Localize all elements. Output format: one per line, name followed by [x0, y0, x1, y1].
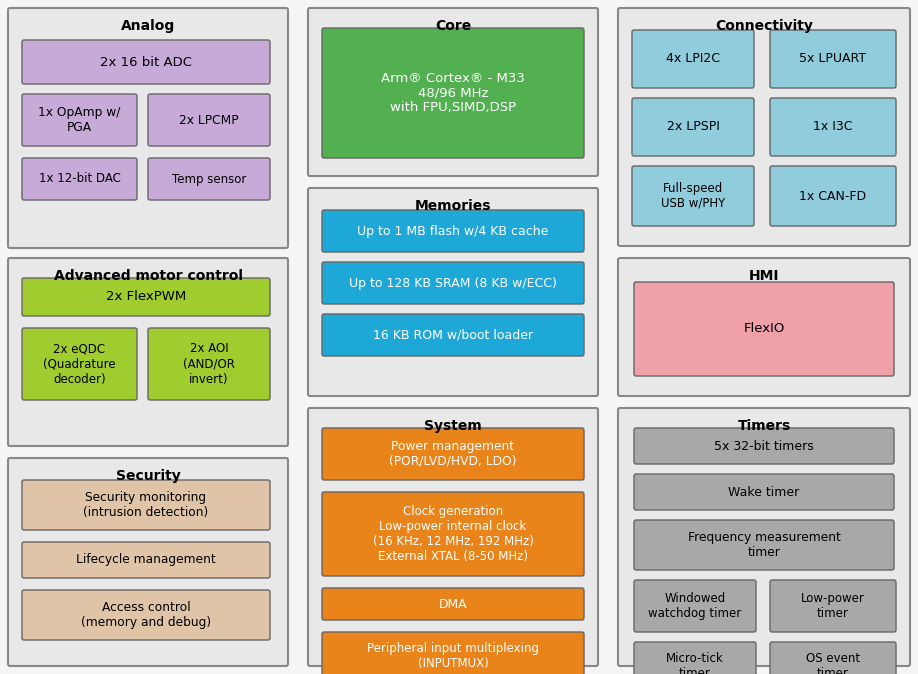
FancyBboxPatch shape — [634, 520, 894, 570]
Text: Full-speed
USB w/PHY: Full-speed USB w/PHY — [661, 182, 725, 210]
Text: System: System — [424, 419, 482, 433]
Text: Timers: Timers — [737, 419, 790, 433]
Text: OS event
timer: OS event timer — [806, 652, 860, 674]
FancyBboxPatch shape — [770, 642, 896, 674]
FancyBboxPatch shape — [22, 278, 270, 316]
Text: Low-power
timer: Low-power timer — [801, 592, 865, 620]
Text: 2x eQDC
(Quadrature
decoder): 2x eQDC (Quadrature decoder) — [43, 342, 116, 386]
FancyBboxPatch shape — [308, 8, 598, 176]
Text: 2x FlexPWM: 2x FlexPWM — [106, 290, 186, 303]
Text: Arm® Cortex® - M33
48/96 MHz
with FPU,SIMD,DSP: Arm® Cortex® - M33 48/96 MHz with FPU,SI… — [381, 71, 525, 115]
Text: Frequency measurement
timer: Frequency measurement timer — [688, 531, 841, 559]
FancyBboxPatch shape — [22, 542, 270, 578]
FancyBboxPatch shape — [148, 328, 270, 400]
Text: 5x 32-bit timers: 5x 32-bit timers — [714, 439, 814, 452]
Text: Security: Security — [116, 469, 180, 483]
Text: DMA: DMA — [439, 597, 467, 611]
Text: 2x LPCMP: 2x LPCMP — [179, 113, 239, 127]
Text: Windowed
watchdog timer: Windowed watchdog timer — [648, 592, 742, 620]
FancyBboxPatch shape — [632, 166, 754, 226]
Text: Up to 128 KB SRAM (8 KB w/ECC): Up to 128 KB SRAM (8 KB w/ECC) — [349, 276, 557, 290]
FancyBboxPatch shape — [770, 166, 896, 226]
Text: Connectivity: Connectivity — [715, 19, 813, 33]
FancyBboxPatch shape — [22, 480, 270, 530]
FancyBboxPatch shape — [308, 408, 598, 666]
FancyBboxPatch shape — [322, 210, 584, 252]
Text: Up to 1 MB flash w/4 KB cache: Up to 1 MB flash w/4 KB cache — [357, 224, 549, 237]
FancyBboxPatch shape — [322, 314, 584, 356]
Text: 1x OpAmp w/
PGA: 1x OpAmp w/ PGA — [39, 106, 120, 134]
Text: FlexIO: FlexIO — [744, 322, 785, 336]
FancyBboxPatch shape — [634, 580, 756, 632]
FancyBboxPatch shape — [322, 28, 584, 158]
Text: Access control
(memory and debug): Access control (memory and debug) — [81, 601, 211, 629]
FancyBboxPatch shape — [618, 408, 910, 666]
Text: Temp sensor: Temp sensor — [172, 173, 246, 185]
Text: 2x 16 bit ADC: 2x 16 bit ADC — [100, 55, 192, 69]
Text: 2x AOI
(AND/OR
invert): 2x AOI (AND/OR invert) — [183, 342, 235, 386]
FancyBboxPatch shape — [634, 474, 894, 510]
Text: Micro-tick
timer: Micro-tick timer — [666, 652, 724, 674]
FancyBboxPatch shape — [770, 30, 896, 88]
Text: Advanced motor control: Advanced motor control — [53, 269, 242, 283]
Text: HMI: HMI — [749, 269, 779, 283]
Text: 4x LPI2C: 4x LPI2C — [666, 53, 720, 65]
FancyBboxPatch shape — [618, 8, 910, 246]
FancyBboxPatch shape — [22, 94, 137, 146]
FancyBboxPatch shape — [8, 458, 288, 666]
FancyBboxPatch shape — [322, 492, 584, 576]
Text: Lifecycle management: Lifecycle management — [76, 553, 216, 567]
FancyBboxPatch shape — [770, 98, 896, 156]
FancyBboxPatch shape — [634, 428, 894, 464]
FancyBboxPatch shape — [148, 158, 270, 200]
FancyBboxPatch shape — [632, 30, 754, 88]
FancyBboxPatch shape — [308, 188, 598, 396]
FancyBboxPatch shape — [770, 580, 896, 632]
FancyBboxPatch shape — [22, 328, 137, 400]
Text: Peripheral input multiplexing
(INPUTMUX): Peripheral input multiplexing (INPUTMUX) — [367, 642, 539, 670]
FancyBboxPatch shape — [8, 258, 288, 446]
FancyBboxPatch shape — [634, 282, 894, 376]
FancyBboxPatch shape — [22, 40, 270, 84]
FancyBboxPatch shape — [22, 158, 137, 200]
FancyBboxPatch shape — [322, 588, 584, 620]
Text: 1x 12-bit DAC: 1x 12-bit DAC — [39, 173, 120, 185]
Text: Clock generation
Low-power internal clock
(16 KHz, 12 MHz, 192 MHz)
External XTA: Clock generation Low-power internal cloc… — [373, 505, 533, 563]
Text: Wake timer: Wake timer — [728, 485, 800, 499]
FancyBboxPatch shape — [322, 262, 584, 304]
Text: 16 KB ROM w/boot loader: 16 KB ROM w/boot loader — [373, 328, 533, 342]
Text: Security monitoring
(intrusion detection): Security monitoring (intrusion detection… — [84, 491, 208, 519]
FancyBboxPatch shape — [322, 428, 584, 480]
Text: Analog: Analog — [121, 19, 175, 33]
FancyBboxPatch shape — [8, 8, 288, 248]
Text: 5x LPUART: 5x LPUART — [800, 53, 867, 65]
FancyBboxPatch shape — [618, 258, 910, 396]
Text: 2x LPSPI: 2x LPSPI — [666, 121, 720, 133]
FancyBboxPatch shape — [632, 98, 754, 156]
FancyBboxPatch shape — [22, 590, 270, 640]
Text: 1x I3C: 1x I3C — [813, 121, 853, 133]
Text: 1x CAN-FD: 1x CAN-FD — [800, 189, 867, 202]
Text: Power management
(POR/LVD/HVD, LDO): Power management (POR/LVD/HVD, LDO) — [389, 440, 517, 468]
FancyBboxPatch shape — [634, 642, 756, 674]
FancyBboxPatch shape — [322, 632, 584, 674]
Text: Core: Core — [435, 19, 471, 33]
Text: Memories: Memories — [415, 199, 491, 213]
FancyBboxPatch shape — [148, 94, 270, 146]
